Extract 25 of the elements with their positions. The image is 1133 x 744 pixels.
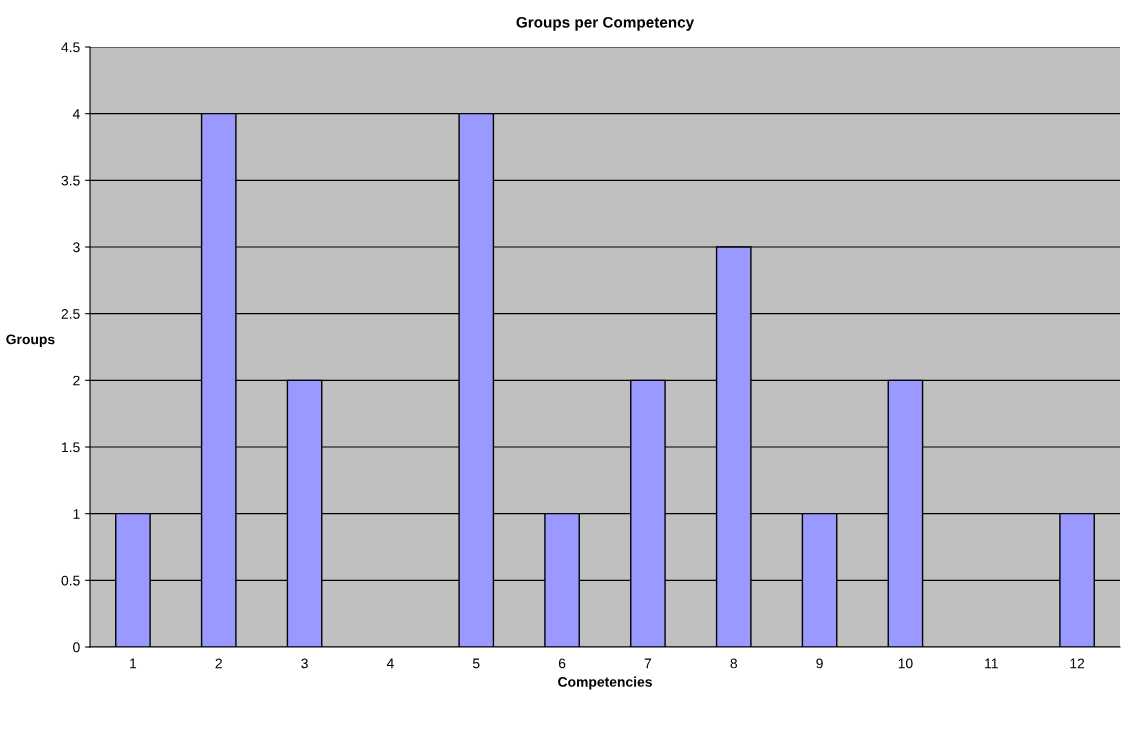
y-tick-label: 2 <box>73 375 80 386</box>
x-tick-label: 10 <box>898 658 913 669</box>
x-tick-label: 7 <box>644 658 652 669</box>
y-tick-label: 3 <box>73 242 80 253</box>
x-tick-label: 11 <box>985 658 998 669</box>
y-tick-label: 2.5 <box>61 309 80 319</box>
x-tick-label: 1 <box>130 658 137 669</box>
x-tick-label: 5 <box>472 658 480 669</box>
y-tick-label: 0 <box>73 642 80 653</box>
x-tick-label: 3 <box>301 658 308 669</box>
y-axis-title: Groups <box>6 334 55 347</box>
y-tick-label: 3.5 <box>61 175 80 186</box>
x-tick-label: 9 <box>816 658 823 669</box>
x-tick-label: 4 <box>386 658 394 669</box>
y-tick-label: 4 <box>72 109 80 119</box>
x-tick-label: 2 <box>215 658 222 669</box>
x-tick-label: 8 <box>730 658 738 669</box>
y-tick-label: 1 <box>73 509 80 519</box>
chart-title: Groups per Competency <box>516 16 695 31</box>
y-tick-label: 1.5 <box>62 442 80 453</box>
x-axis-title: Competencies <box>558 676 652 690</box>
x-tick-label: 12 <box>1070 658 1085 669</box>
y-tick-label: 0.5 <box>61 575 80 586</box>
x-tick-label: 6 <box>558 658 566 669</box>
y-tick-label: 4.5 <box>61 42 80 53</box>
